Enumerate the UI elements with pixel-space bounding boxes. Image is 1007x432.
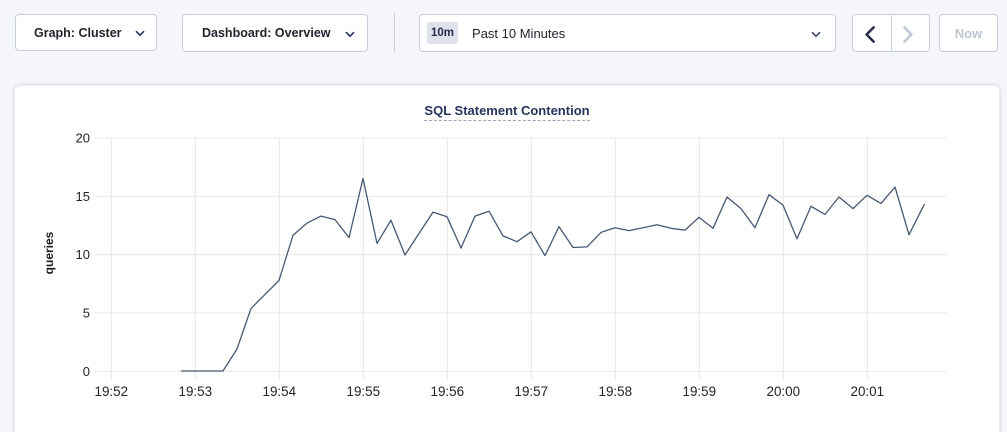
svg-text:20:00: 20:00 [767,384,801,399]
svg-text:19:57: 19:57 [515,384,549,399]
svg-text:19:56: 19:56 [431,384,465,399]
svg-text:0: 0 [83,364,90,379]
svg-text:19:59: 19:59 [683,384,717,399]
svg-text:19:58: 19:58 [599,384,633,399]
svg-text:queries: queries [42,231,56,274]
svg-text:10: 10 [76,247,90,262]
svg-text:5: 5 [83,306,90,321]
svg-text:20: 20 [76,131,90,146]
svg-text:19:54: 19:54 [263,384,297,399]
svg-text:19:55: 19:55 [347,384,381,399]
svg-text:15: 15 [76,189,90,204]
svg-text:19:53: 19:53 [179,384,213,399]
svg-text:20:01: 20:01 [851,384,885,399]
svg-text:19:52: 19:52 [95,384,129,399]
